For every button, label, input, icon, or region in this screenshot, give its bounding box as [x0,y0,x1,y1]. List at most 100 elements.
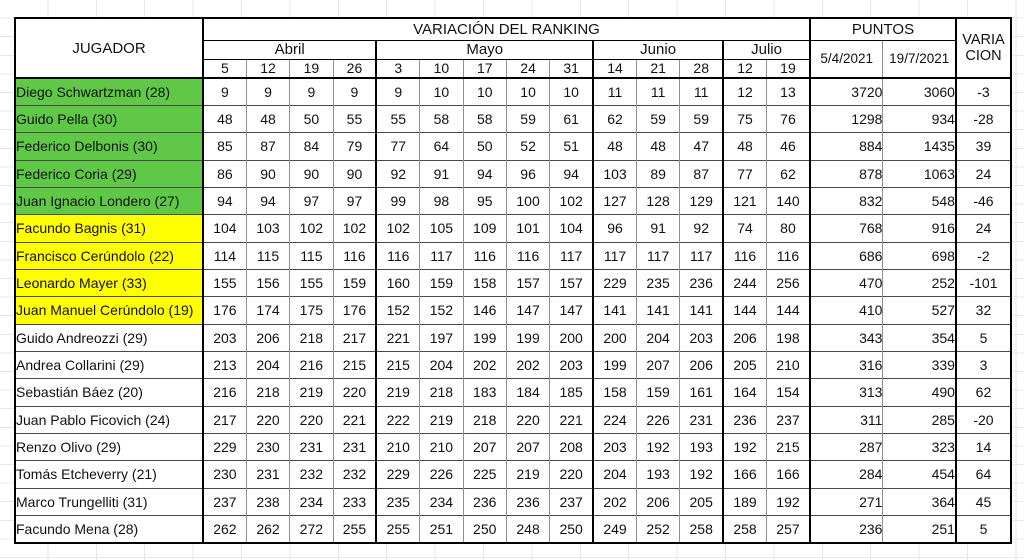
rank-cell[interactable]: 210 [375,432,420,461]
rank-cell[interactable]: 64 [419,132,464,161]
player-cell[interactable]: Andrea Collarini (29) [14,350,204,379]
rank-cell[interactable]: 115 [245,241,290,270]
date-header[interactable]: 17 [462,58,507,78]
rank-cell[interactable]: 161 [679,378,724,407]
rank-cell[interactable]: 144 [765,296,810,325]
rank-cell[interactable]: 102 [549,186,594,215]
rank-cell[interactable]: 229 [375,460,420,489]
rank-cell[interactable]: 9 [201,77,247,106]
rank-cell[interactable]: 97 [289,186,334,215]
rank-cell[interactable]: 98 [419,186,464,215]
rank-cell[interactable]: 59 [679,104,724,133]
rank-cell[interactable]: 87 [679,159,724,188]
rank-cell[interactable]: 203 [549,350,594,379]
rank-cell[interactable]: 116 [375,241,420,270]
rank-cell[interactable]: 251 [419,514,464,543]
rank-cell[interactable]: 9 [375,77,420,106]
rank-cell[interactable]: 189 [722,487,767,516]
player-cell[interactable]: Facundo Mena (28) [14,514,204,543]
rank-cell[interactable]: 229 [201,432,247,461]
rank-cell[interactable]: 116 [505,241,550,270]
points-cell[interactable]: 410 [808,296,883,325]
variacion-cell[interactable]: 3 [954,350,1011,379]
rank-cell[interactable]: 156 [245,268,290,297]
rank-cell[interactable]: 147 [505,296,550,325]
rank-cell[interactable]: 166 [722,460,767,489]
points-cell[interactable]: 698 [882,241,956,270]
rank-cell[interactable]: 221 [549,405,594,434]
rank-cell[interactable]: 235 [375,487,420,516]
points-cell[interactable]: 1063 [882,159,956,188]
points-cell[interactable]: 271 [808,487,883,516]
rank-cell[interactable]: 232 [289,460,334,489]
rank-cell[interactable]: 219 [505,460,550,489]
rank-cell[interactable]: 117 [679,241,724,270]
rank-cell[interactable]: 192 [765,487,810,516]
rank-cell[interactable]: 204 [419,350,464,379]
date-header[interactable]: 3 [375,58,420,78]
rank-cell[interactable]: 90 [289,159,334,188]
rank-cell[interactable]: 87 [245,132,290,161]
rank-cell[interactable]: 52 [505,132,550,161]
rank-cell[interactable]: 144 [722,296,767,325]
rank-cell[interactable]: 202 [462,350,507,379]
rank-cell[interactable]: 59 [505,104,550,133]
rank-cell[interactable]: 216 [201,378,247,407]
rank-cell[interactable]: 206 [245,323,290,352]
rank-cell[interactable]: 100 [505,186,550,215]
rank-cell[interactable]: 192 [679,460,724,489]
rank-cell[interactable]: 97 [332,186,377,215]
date-header[interactable]: 5 [201,58,247,78]
player-cell[interactable]: Federico Coria (29) [14,159,204,188]
points-cell[interactable]: 252 [882,268,956,297]
rank-cell[interactable]: 10 [462,77,507,106]
rank-cell[interactable]: 205 [679,487,724,516]
rank-cell[interactable]: 94 [549,159,594,188]
rank-cell[interactable]: 77 [375,132,420,161]
rank-cell[interactable]: 117 [419,241,464,270]
player-cell[interactable]: Renzo Olivo (29) [14,432,204,461]
rank-cell[interactable]: 220 [245,405,290,434]
rank-cell[interactable]: 94 [201,186,247,215]
rank-cell[interactable]: 207 [505,432,550,461]
rank-cell[interactable]: 176 [201,296,247,325]
rank-cell[interactable]: 192 [722,432,767,461]
rank-cell[interactable]: 236 [679,268,724,297]
points-cell[interactable]: 686 [808,241,883,270]
points-cell[interactable]: 339 [882,350,956,379]
rank-cell[interactable]: 204 [635,323,680,352]
rank-cell[interactable]: 215 [332,350,377,379]
rank-cell[interactable]: 210 [419,432,464,461]
date-header[interactable]: 24 [505,58,550,78]
rank-cell[interactable]: 102 [375,214,420,243]
player-cell[interactable]: Guido Pella (30) [14,104,204,133]
date-header[interactable]: 12 [722,58,767,78]
player-cell[interactable]: Juan Ignacio Londero (27) [14,186,204,215]
rank-cell[interactable]: 152 [375,296,420,325]
points-cell[interactable]: 884 [808,132,883,161]
rank-cell[interactable]: 226 [635,405,680,434]
points-cell[interactable]: 3720 [808,77,883,106]
rank-cell[interactable]: 164 [722,378,767,407]
rank-cell[interactable]: 159 [419,268,464,297]
rank-cell[interactable]: 55 [375,104,420,133]
rank-cell[interactable]: 207 [462,432,507,461]
rank-cell[interactable]: 84 [289,132,334,161]
header-variacion-total[interactable]: VARIA CION [954,17,1011,78]
rank-cell[interactable]: 185 [549,378,594,407]
rank-cell[interactable]: 76 [765,104,810,133]
points-cell[interactable]: 490 [882,378,956,407]
rank-cell[interactable]: 175 [289,296,334,325]
rank-cell[interactable]: 58 [419,104,464,133]
rank-cell[interactable]: 231 [332,432,377,461]
rank-cell[interactable]: 146 [462,296,507,325]
rank-cell[interactable]: 61 [549,104,594,133]
points-cell[interactable]: 236 [808,514,883,543]
rank-cell[interactable]: 48 [592,132,637,161]
rank-cell[interactable]: 204 [245,350,290,379]
rank-cell[interactable]: 75 [722,104,767,133]
rank-cell[interactable]: 258 [722,514,767,543]
points-cell[interactable]: 343 [808,323,883,352]
rank-cell[interactable]: 199 [462,323,507,352]
rank-cell[interactable]: 48 [722,132,767,161]
